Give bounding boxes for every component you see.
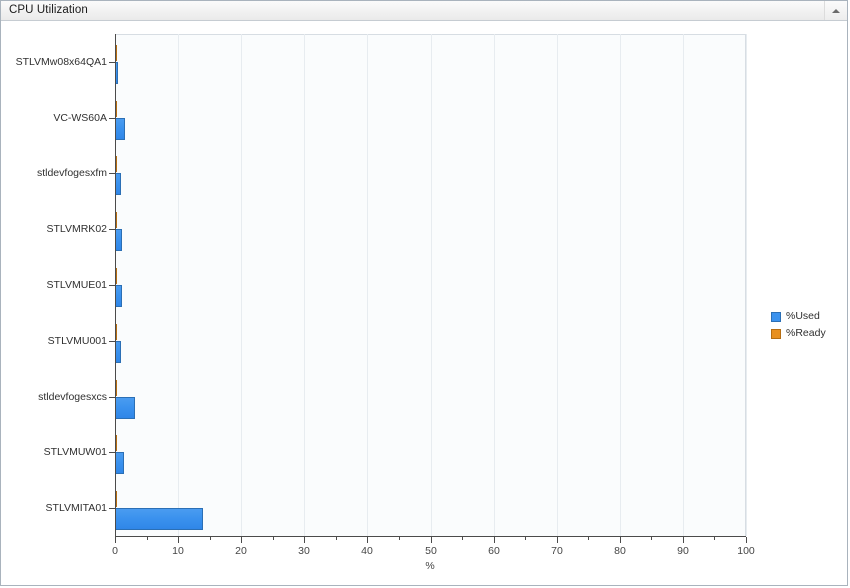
x-tick-minor (210, 537, 211, 540)
x-tick-label: 30 (298, 545, 310, 557)
x-tick-label: 100 (737, 545, 755, 557)
gridline (304, 34, 305, 536)
x-tick-minor (651, 537, 652, 540)
y-tick-label: STLVMw08x64QA1 (15, 56, 107, 68)
y-label-wrap: STLVMU001 (1, 335, 107, 353)
y-label-wrap: STLVMRK02 (1, 223, 108, 241)
y-tick-label: VC-WS60A (53, 112, 107, 124)
x-tick-major (304, 537, 305, 543)
x-tick-major (557, 537, 558, 543)
x-axis-title: % (425, 560, 435, 572)
y-tick-label: STLVMITA01 (45, 502, 107, 514)
x-tick-label: 20 (235, 545, 247, 557)
y-label-wrap: VC-WS60A (1, 112, 107, 130)
gridline (241, 34, 242, 536)
bar-used[interactable] (115, 118, 125, 140)
y-tick (109, 508, 115, 509)
y-tick-label: stldevfogesxcs (38, 391, 107, 403)
y-tick (109, 229, 115, 230)
legend-label: %Used (786, 310, 820, 322)
legend-swatch (771, 312, 781, 322)
plot-border-top (115, 34, 746, 35)
x-tick-minor (399, 537, 400, 540)
x-tick-major (431, 537, 432, 543)
legend-label: %Ready (786, 327, 826, 339)
gridline (494, 34, 495, 536)
bar-used[interactable] (115, 452, 124, 474)
y-tick-label: STLVMUE01 (46, 279, 108, 291)
x-tick-major (241, 537, 242, 543)
chart-canvas: 0 10 20 30 40 50 60 70 80 90 100 STLVMw08x64QA1 VC-… (1, 21, 847, 585)
bar-used[interactable] (115, 397, 135, 419)
plot-area (115, 34, 746, 536)
x-tick-label: 80 (614, 545, 626, 557)
x-tick-minor (336, 537, 337, 540)
y-tick (109, 118, 115, 119)
y-tick (109, 397, 115, 398)
y-tick (109, 285, 115, 286)
x-tick-minor (273, 537, 274, 540)
y-tick-label: STLVMRK02 (46, 223, 108, 235)
y-label-wrap: stldevfogesxfm (1, 167, 107, 185)
x-tick-minor (462, 537, 463, 540)
y-tick (109, 62, 115, 63)
panel-title-bar: CPU Utilization (1, 1, 847, 21)
bar-used[interactable] (115, 285, 122, 307)
x-tick-label: 70 (551, 545, 563, 557)
plot-border-right (745, 34, 746, 536)
y-label-wrap: STLVMUW01 (1, 446, 107, 464)
x-tick-major (367, 537, 368, 543)
x-tick-major (620, 537, 621, 543)
y-tick-label: STLVMUW01 (43, 446, 107, 458)
gridline (746, 34, 747, 536)
bar-used[interactable] (115, 229, 122, 251)
legend-swatch (771, 329, 781, 339)
x-tick-label: 60 (488, 545, 500, 557)
y-label-wrap: stldevfogesxcs (1, 391, 107, 409)
collapse-panel-button[interactable] (824, 1, 847, 20)
gridline (620, 34, 621, 536)
x-tick-label: 0 (112, 545, 118, 557)
x-tick-minor (525, 537, 526, 540)
gridline (178, 34, 179, 536)
x-tick-major (115, 537, 116, 543)
x-tick-label: 90 (677, 545, 689, 557)
y-tick (109, 341, 115, 342)
y-label-wrap: STLVMITA01 (1, 502, 107, 520)
x-tick-minor (588, 537, 589, 540)
x-tick-major (178, 537, 179, 543)
x-axis-line (115, 536, 746, 537)
x-tick-minor (714, 537, 715, 540)
y-tick-label: stldevfogesxfm (36, 167, 107, 179)
panel-title: CPU Utilization (9, 4, 88, 16)
x-tick-major (746, 537, 747, 543)
y-tick-label: STLVMU001 (47, 335, 107, 347)
x-tick-label: 10 (172, 545, 184, 557)
y-axis-line (115, 34, 116, 537)
gridline (431, 34, 432, 536)
x-tick-label: 40 (361, 545, 373, 557)
gridline (557, 34, 558, 536)
x-tick-minor (147, 537, 148, 540)
gridline (683, 34, 684, 536)
x-tick-major (494, 537, 495, 543)
x-tick-major (683, 537, 684, 543)
x-tick-label: 50 (425, 545, 437, 557)
y-tick (109, 173, 115, 174)
y-tick (109, 452, 115, 453)
bar-used[interactable] (115, 508, 203, 530)
chevron-up-icon (832, 8, 840, 13)
gridline (367, 34, 368, 536)
y-label-wrap: STLVMw08x64QA1 (1, 56, 107, 74)
y-label-wrap: STLVMUE01 (1, 279, 108, 297)
